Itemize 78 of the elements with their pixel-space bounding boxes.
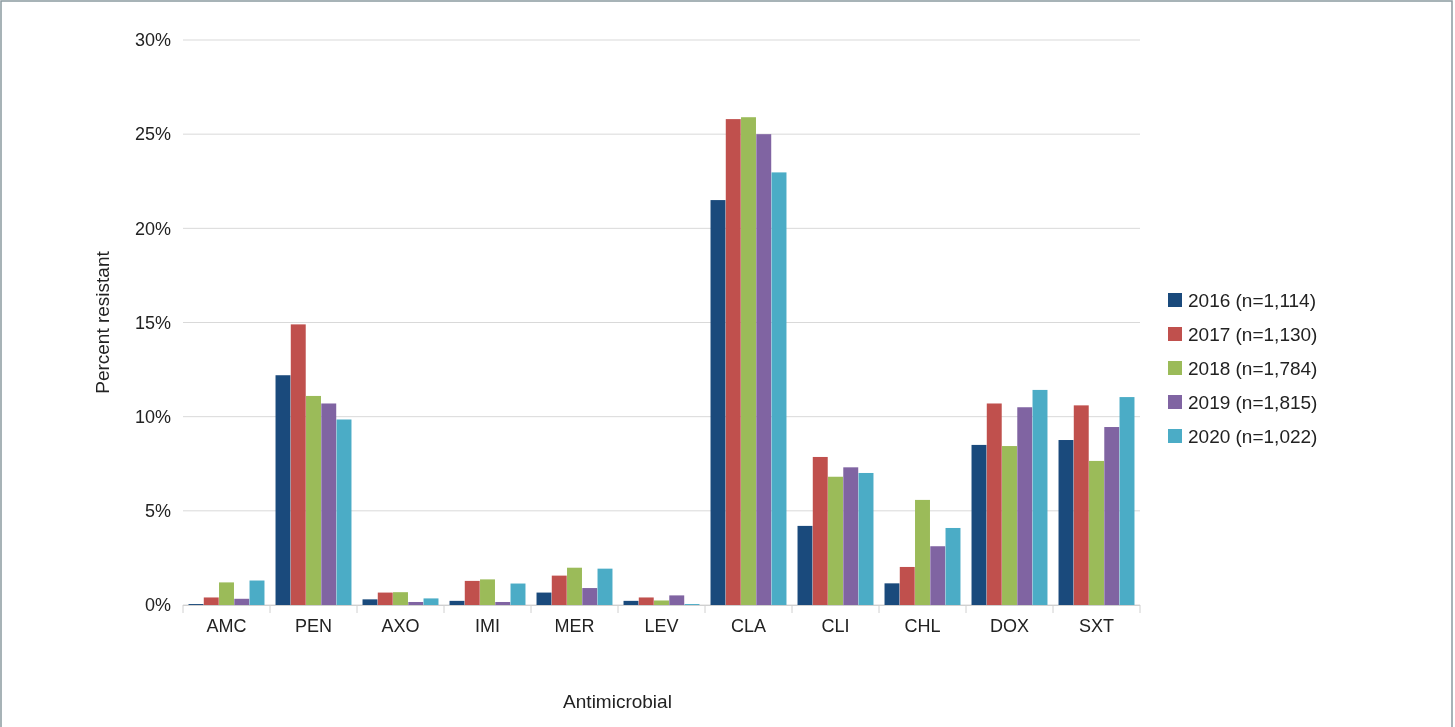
y-tick-label: 10%: [134, 406, 171, 427]
bar: [464, 580, 480, 605]
y-axis-title: Percent resistant: [92, 250, 113, 394]
bar: [669, 595, 685, 605]
bar: [1017, 407, 1033, 605]
x-tick-label: SXT: [1078, 615, 1115, 636]
y-tick-label: 25%: [134, 124, 171, 145]
bar: [623, 600, 639, 605]
x-tick-label: CLA: [730, 615, 767, 636]
bar: [858, 472, 874, 605]
x-tick-label: LEV: [644, 615, 679, 636]
bar: [495, 601, 511, 605]
bar: [1073, 405, 1089, 605]
bar: [423, 598, 439, 605]
legend-label: 2017 (n=1,130): [1188, 324, 1318, 345]
x-tick-label: CLI: [821, 615, 850, 636]
bar: [915, 499, 930, 605]
x-tick-label: CHL: [904, 615, 941, 636]
bar: [771, 172, 787, 605]
bar: [725, 119, 741, 605]
x-axis-title: Antimicrobial: [563, 691, 672, 712]
bar: [275, 375, 291, 605]
bar: [480, 579, 495, 605]
bar: [930, 546, 946, 605]
bar: [1002, 446, 1017, 605]
bar: [1032, 389, 1048, 605]
bar: [884, 583, 900, 605]
x-tick-label: DOX: [989, 615, 1030, 636]
bar: [321, 403, 337, 605]
bar: [828, 476, 843, 605]
y-tick-label: 0%: [144, 595, 171, 616]
bar: [449, 600, 465, 605]
bar: [290, 324, 306, 605]
legend-label: 2020 (n=1,022): [1188, 426, 1318, 447]
x-tick-label: AXO: [381, 615, 420, 636]
bar: [812, 456, 828, 605]
legend-label: 2018 (n=1,784): [1188, 358, 1318, 379]
bar: [203, 597, 219, 605]
bar: [249, 580, 265, 605]
bar: [654, 600, 669, 605]
bar: [986, 403, 1002, 605]
bar: [638, 597, 654, 605]
bar: [234, 598, 250, 605]
bar: [567, 567, 582, 605]
x-tick-label: PEN: [294, 615, 333, 636]
bar: [971, 444, 987, 605]
bar: [1104, 427, 1120, 605]
bar: [219, 582, 234, 605]
y-tick-label: 5%: [144, 501, 171, 522]
bar: [597, 568, 613, 605]
bar: [756, 134, 772, 605]
y-tick-label: 15%: [134, 312, 171, 333]
bar: [899, 566, 915, 605]
x-tick-label: IMI: [475, 615, 500, 636]
bar: [377, 592, 393, 605]
bar: [1058, 440, 1074, 605]
bar: [536, 592, 552, 605]
legend-label: 2016 (n=1,114): [1188, 290, 1316, 311]
bar: [336, 419, 352, 605]
bar: [408, 601, 424, 605]
bar: [362, 599, 378, 605]
y-tick-label: 20%: [134, 218, 171, 239]
legend-label: 2019 (n=1,815): [1188, 392, 1318, 413]
bar: [1119, 397, 1135, 605]
bar: [797, 525, 813, 605]
bar: [945, 527, 961, 605]
bar: [393, 592, 408, 605]
bar: [582, 588, 598, 605]
bar: [510, 583, 526, 605]
x-tick-label: MER: [554, 615, 595, 636]
bar: [710, 200, 726, 605]
bar: [1089, 460, 1104, 605]
bar: [306, 395, 321, 605]
x-tick-label: AMC: [206, 615, 247, 636]
bar: [843, 467, 859, 605]
bar: [551, 575, 567, 605]
bar: [741, 117, 756, 605]
y-tick-label: 30%: [134, 30, 171, 51]
